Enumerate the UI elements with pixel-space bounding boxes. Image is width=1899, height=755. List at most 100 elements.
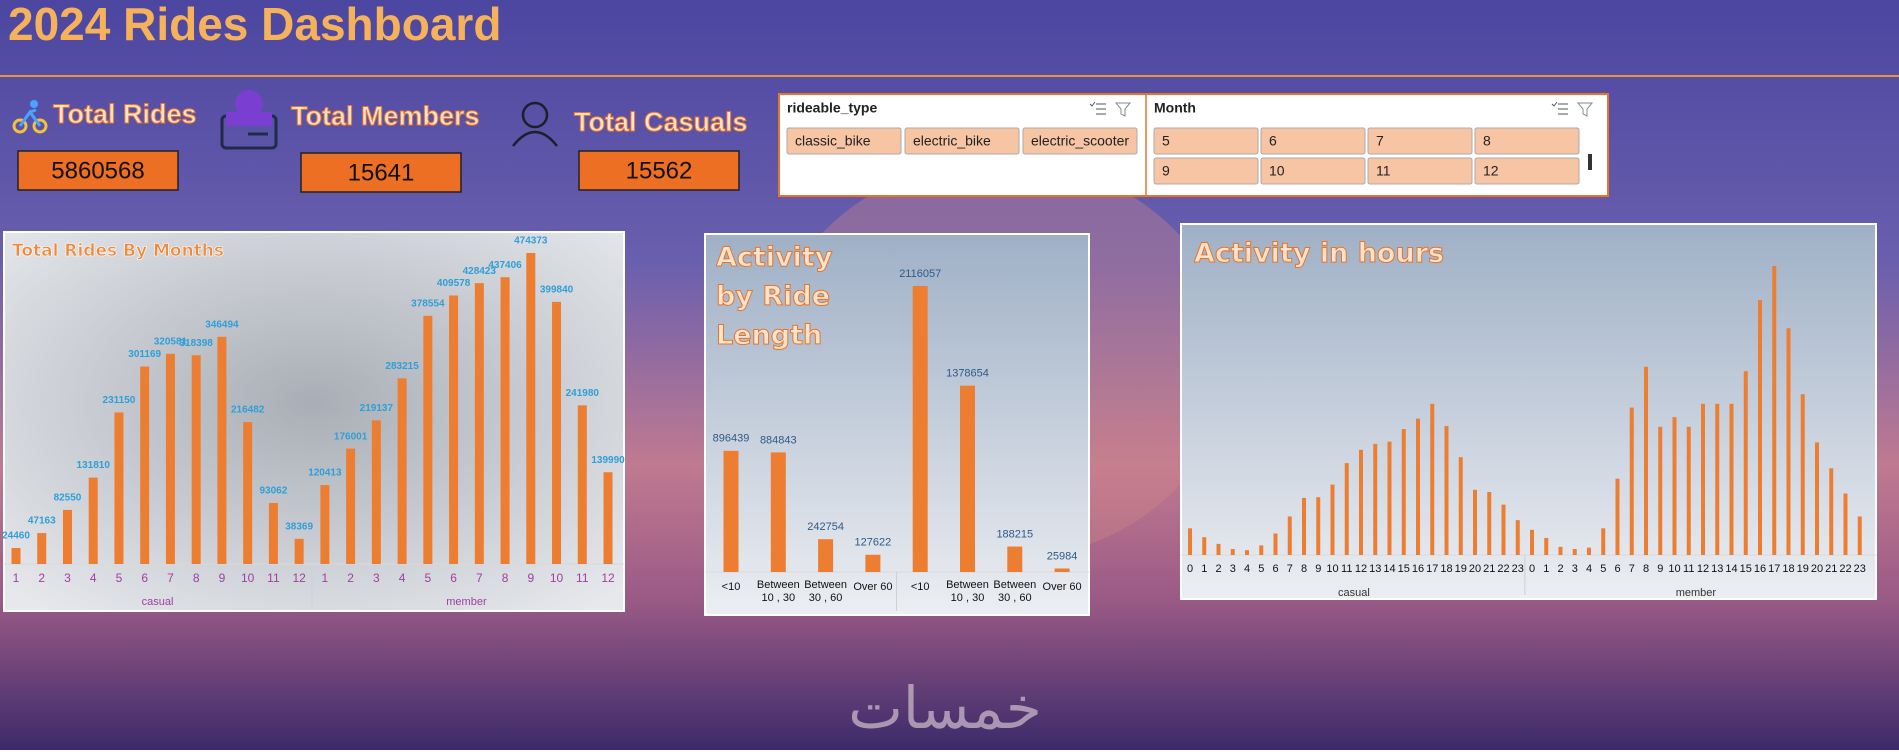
x-tick-label: 10 (1326, 563, 1338, 575)
bar (1430, 403, 1435, 555)
x-tick-label: 11 (576, 571, 589, 585)
bar (62, 509, 72, 564)
bar (1302, 497, 1306, 555)
x-tick-label: Between 10 , 30 (946, 579, 989, 604)
bar (770, 452, 786, 572)
x-tick-label: 8 (193, 571, 200, 585)
bar (1487, 492, 1492, 555)
x-tick-label: 18 (1782, 563, 1794, 575)
chart-panel (3, 231, 625, 612)
bar (1800, 394, 1805, 555)
bar (243, 422, 253, 564)
bar (1644, 366, 1648, 555)
x-tick-label: 4 (1586, 563, 1592, 575)
bar (1344, 463, 1349, 555)
slicer-button[interactable] (1474, 127, 1580, 155)
kpi-box (17, 150, 179, 191)
slicer-button[interactable] (1260, 127, 1366, 155)
slicer-button[interactable] (1474, 157, 1580, 185)
slicer-title: Month (1154, 100, 1196, 116)
x-tick-label: 5 (1600, 563, 1606, 575)
data-label: 399840 (540, 285, 574, 296)
data-label: 216482 (231, 405, 265, 416)
slicer-button[interactable] (1153, 157, 1259, 185)
slicer-button[interactable] (786, 127, 902, 155)
x-tick-label: Over 60 (1043, 581, 1082, 593)
slicer-item: 11 (1376, 163, 1391, 179)
data-label: 219137 (360, 403, 394, 414)
bar (1743, 371, 1748, 555)
bar (268, 502, 278, 564)
x-tick-label: 5 (116, 571, 123, 585)
slicer-multiselect-icon[interactable] (1551, 101, 1568, 115)
bar (1458, 457, 1463, 555)
bar (1316, 497, 1321, 555)
x-tick-label-box: Between 10 , 30 (757, 579, 800, 604)
x-tick-label: 20 (1811, 563, 1823, 575)
bar (371, 420, 381, 564)
data-label: 120413 (308, 468, 342, 479)
data-label: 896439 (713, 433, 750, 445)
x-tick-label: <10 (722, 581, 741, 593)
slicer-item: 6 (1269, 133, 1277, 149)
x-tick-label: 22 (1839, 563, 1851, 575)
bar (1245, 550, 1249, 555)
bar (1530, 529, 1534, 555)
x-tick-label: 15 (1398, 563, 1410, 575)
slicer-button[interactable] (1367, 157, 1473, 185)
data-label: 346494 (205, 319, 239, 330)
chart-title-box: Total Rides By Months (12, 241, 224, 262)
x-tick-label: 10 (1668, 563, 1680, 575)
data-label: 242754 (807, 521, 844, 533)
kpi-label: Total Members (291, 101, 480, 131)
bar (1216, 543, 1221, 555)
x-tick-label: 3 (64, 571, 71, 585)
bar (1601, 528, 1606, 555)
bar (818, 539, 834, 572)
x-tick-label: 2 (38, 571, 45, 585)
x-tick-label: 13 (1369, 563, 1381, 575)
x-tick-label: 11 (1341, 563, 1352, 575)
slicer-clear-filter-icon[interactable] (1576, 102, 1594, 117)
bar (1786, 328, 1791, 555)
chart-panel (704, 233, 1090, 616)
slicer-button[interactable] (904, 127, 1020, 155)
bar (423, 315, 433, 564)
slicer-scrollbar[interactable] (1588, 154, 1592, 170)
bar (165, 353, 175, 564)
x-tick-label: 6 (450, 571, 457, 585)
data-label: 378554 (411, 298, 445, 309)
slicer-button[interactable] (1022, 127, 1138, 155)
slicer-multiselect-icon[interactable] (1089, 101, 1106, 115)
slicer-clear-filter-icon[interactable] (1114, 102, 1132, 117)
x-tick-label: 9 (219, 571, 226, 585)
bar (1188, 528, 1192, 555)
bar (449, 295, 459, 564)
slicer-item: 7 (1376, 133, 1384, 149)
x-tick-label: <10 (911, 581, 930, 593)
chart-title: Activity in hours (1194, 238, 1445, 270)
x-tick-label: 7 (476, 571, 483, 585)
bar (1515, 520, 1520, 555)
bar (960, 385, 975, 572)
x-tick-label: 21 (1825, 563, 1837, 575)
slicer-button[interactable] (1153, 127, 1259, 155)
x-tick-label: 4 (90, 571, 97, 585)
bar (1758, 300, 1762, 555)
chart-title: Activity by Ride Length (716, 242, 833, 352)
slicer-button[interactable] (1260, 157, 1366, 185)
x-tick-label: 17 (1768, 563, 1780, 575)
bar (294, 538, 304, 564)
data-label: 25984 (1047, 550, 1078, 562)
x-tick-label: 10 (241, 571, 255, 585)
x-tick-label: 9 (1315, 563, 1321, 575)
slicer-button[interactable] (1367, 127, 1473, 155)
x-tick-label: 16 (1412, 563, 1424, 575)
bar (1672, 417, 1677, 555)
slicer-item: classic_bike (795, 133, 871, 149)
x-tick-label: 12 (1697, 563, 1709, 575)
x-tick-label: 22 (1497, 563, 1509, 575)
x-tick-label: 8 (1301, 563, 1307, 575)
bar (577, 405, 587, 564)
